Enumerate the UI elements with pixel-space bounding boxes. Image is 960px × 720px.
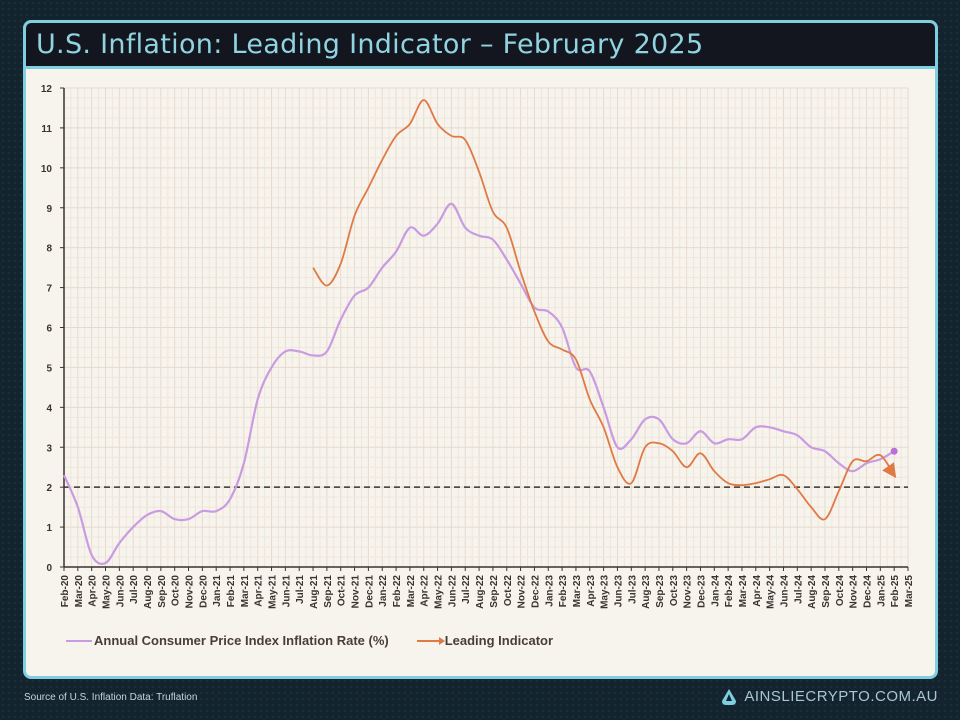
ainslie-logo-icon — [722, 688, 737, 705]
source-note: Source of U.S. Inflation Data: Truflatio… — [24, 692, 198, 703]
x-tick-label: Dec-23 — [696, 575, 707, 608]
y-tick-label: 7 — [46, 284, 52, 295]
y-tick-label: 4 — [46, 403, 52, 414]
legend-label-leading: Leading Indicator — [444, 633, 554, 648]
x-tick-label: Jan-21 — [212, 575, 223, 607]
y-tick-label: 10 — [41, 164, 53, 175]
x-tick-label: Feb-25 — [890, 575, 901, 608]
brand-url: AINSLIECRYPTO.COM.AU — [744, 688, 938, 705]
x-tick-label: Aug-23 — [641, 575, 652, 609]
brand[interactable]: AINSLIECRYPTO.COM.AU — [722, 688, 938, 705]
y-tick-label: 1 — [46, 523, 52, 534]
y-tick-label: 11 — [41, 124, 52, 135]
x-tick-label: May-23 — [600, 575, 611, 609]
cpi-latest-point — [890, 447, 898, 455]
x-tick-label: Oct-23 — [669, 575, 680, 607]
x-tick-label: Dec-20 — [198, 575, 209, 608]
y-tick-label: 3 — [46, 443, 52, 454]
x-tick-label: Mar-20 — [74, 575, 85, 608]
x-tick-label: Dec-21 — [364, 575, 375, 608]
y-tick-label: 12 — [41, 84, 53, 95]
x-tick-label: Nov-22 — [517, 575, 528, 609]
x-tick-label: Jul-21 — [295, 575, 306, 604]
y-tick-label: 9 — [46, 204, 52, 215]
x-tick-label: Mar-25 — [904, 575, 915, 608]
x-tick-label: Jun-20 — [115, 575, 126, 608]
x-tick-label: May-24 — [766, 575, 777, 609]
x-tick-label: Oct-22 — [503, 575, 514, 607]
x-tick-label: Jul-23 — [627, 575, 638, 604]
y-tick-label: 6 — [46, 324, 52, 335]
chart-title: U.S. Inflation: Leading Indicator – Febr… — [36, 29, 704, 60]
x-tick-label: May-21 — [268, 575, 279, 609]
cpi-series-line — [62, 202, 895, 566]
legend-item-cpi: Annual Consumer Price Index Inflation Ra… — [66, 633, 389, 648]
x-tick-label: Sep-20 — [157, 575, 168, 608]
x-tick-label: Jul-20 — [129, 575, 140, 604]
x-tick-label: Jun-24 — [779, 575, 790, 608]
x-tick-label: Apr-22 — [420, 575, 431, 607]
legend: Annual Consumer Price Index Inflation Ra… — [66, 633, 553, 648]
legend-label-cpi: Annual Consumer Price Index Inflation Ra… — [94, 633, 389, 648]
x-tick-label: Aug-24 — [807, 575, 818, 609]
x-tick-label: Sep-21 — [323, 575, 334, 608]
x-tick-label: Jul-22 — [461, 575, 472, 604]
x-tick-label: Sep-23 — [655, 575, 666, 608]
y-tick-label: 5 — [46, 363, 52, 374]
x-tick-label: Oct-21 — [337, 575, 348, 607]
x-tick-label: Feb-21 — [226, 575, 237, 608]
x-tick-label: Jan-23 — [544, 575, 555, 607]
x-tick-label: Oct-24 — [835, 575, 846, 607]
y-tick-label: 0 — [46, 563, 52, 574]
x-tick-label: Mar-24 — [738, 575, 749, 608]
leading-indicator-series-line — [312, 99, 897, 521]
x-tick-label: Apr-21 — [254, 575, 265, 607]
x-tick-label: Jul-24 — [793, 575, 804, 604]
x-tick-label: Feb-20 — [60, 575, 71, 608]
x-tick-label: Mar-22 — [406, 575, 417, 608]
x-tick-label: May-20 — [102, 575, 113, 609]
x-tick-label: May-22 — [434, 575, 445, 609]
y-tick-label: 8 — [46, 244, 52, 255]
x-tick-label: Aug-21 — [309, 575, 320, 609]
x-tick-label: Feb-23 — [558, 575, 569, 608]
x-tick-label: Sep-22 — [489, 575, 500, 608]
x-tick-label: Jan-22 — [378, 575, 389, 607]
x-tick-label: Aug-20 — [143, 575, 154, 609]
x-tick-label: Aug-22 — [475, 575, 486, 609]
x-tick-label: Nov-21 — [351, 575, 362, 609]
x-tick-label: Jun-23 — [613, 575, 624, 608]
x-tick-label: Jun-22 — [447, 575, 458, 608]
legend-swatch-cpi — [66, 639, 92, 642]
x-tick-label: Dec-24 — [862, 575, 873, 608]
x-tick-label: Apr-24 — [752, 575, 763, 607]
x-tick-label: Feb-22 — [392, 575, 403, 608]
x-tick-label: Jan-24 — [710, 575, 721, 607]
x-tick-label: Nov-23 — [683, 575, 694, 609]
x-tick-label: Nov-24 — [849, 575, 860, 609]
x-tick-label: Oct-20 — [171, 575, 182, 607]
x-tick-label: Mar-23 — [572, 575, 583, 608]
x-tick-label: Apr-20 — [88, 575, 99, 607]
y-tick-label: 2 — [46, 483, 52, 494]
chart-card: 0 1 2 3 4 5 6 7 8 9 10 11 12 Feb-20 Mar-20 Apr-20 May-20… — [23, 20, 938, 679]
x-tick-label: Nov-20 — [185, 575, 196, 609]
x-tick-label: Apr-23 — [586, 575, 597, 607]
x-tick-label: Dec-22 — [530, 575, 541, 608]
x-tick-label: Jun-21 — [281, 575, 292, 608]
x-tick-label: Mar-21 — [240, 575, 251, 608]
x-tick-label: Jan-25 — [876, 575, 887, 607]
legend-arrow-icon — [416, 636, 445, 645]
x-tick-label: Feb-24 — [724, 575, 735, 608]
x-tick-label: Sep-24 — [821, 575, 832, 608]
legend-item-leading: Leading Indicator — [416, 633, 554, 648]
title-bar: U.S. Inflation: Leading Indicator – Febr… — [26, 23, 935, 69]
